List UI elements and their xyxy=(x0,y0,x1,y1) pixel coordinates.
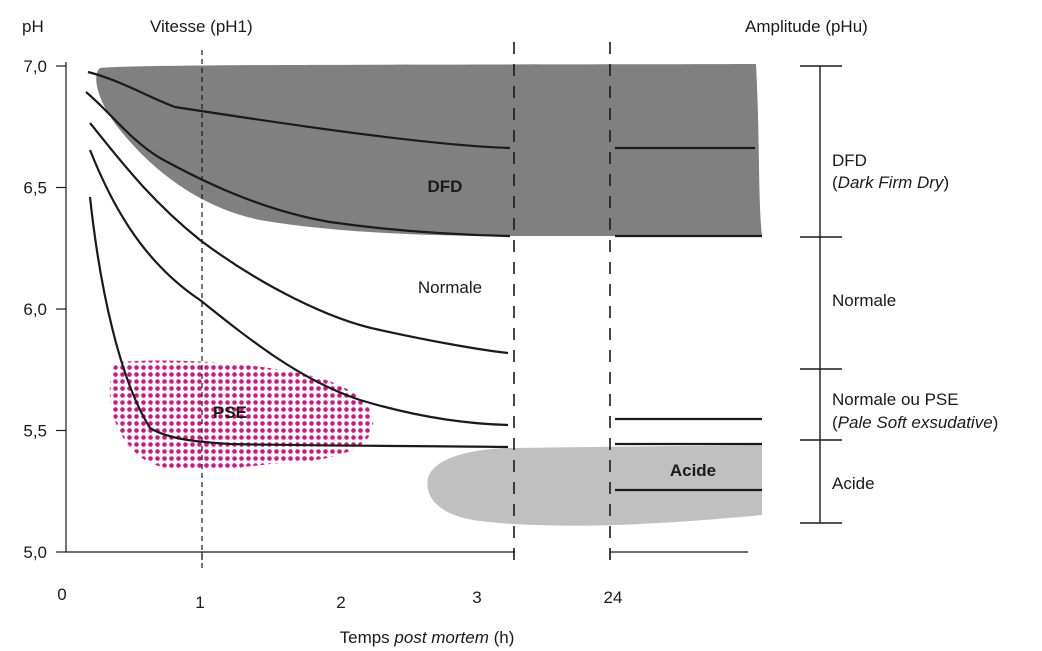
x-tick-label-0: 0 xyxy=(57,585,66,604)
curve-dfd-bottom xyxy=(85,91,511,238)
amp-sub-dfd: (Dark Firm Dry) xyxy=(832,173,949,192)
acide-region xyxy=(427,445,762,526)
curve-dfd-top xyxy=(87,70,511,150)
label-pse: PSE xyxy=(213,403,247,422)
title-speed: Vitesse (pH1) xyxy=(150,17,253,36)
y-tick-label: 7,0 xyxy=(23,57,47,76)
amp-label-dfd: DFD xyxy=(832,151,867,170)
dfd-region xyxy=(96,64,762,236)
curve-pse xyxy=(88,196,509,449)
pse-region xyxy=(109,360,374,471)
curve-normale-pse xyxy=(88,149,509,427)
x-tick-label-24: 24 xyxy=(604,588,623,607)
amp-label-normale: Normale xyxy=(832,291,896,310)
x-tick-label-3: 3 xyxy=(472,588,481,607)
y-tick-label: 5,0 xyxy=(23,543,47,562)
y-tick-label: 6,5 xyxy=(23,179,47,198)
amp-sub-pse: (Pale Soft exsudative) xyxy=(832,413,998,432)
curve-normale xyxy=(89,122,509,355)
y-tick-label: 6,0 xyxy=(23,300,47,319)
x-axis-label: Temps post mortem (h) xyxy=(340,628,515,647)
y-tick-label: 5,5 xyxy=(23,422,47,441)
x-tick-label-2: 2 xyxy=(336,593,345,612)
x-tick-label-1: 1 xyxy=(195,593,204,612)
label-normale: Normale xyxy=(418,278,482,297)
label-acide: Acide xyxy=(670,461,716,480)
amp-label-normale-pse: Normale ou PSE xyxy=(832,390,959,409)
label-dfd: DFD xyxy=(428,177,463,196)
title-amplitude: Amplitude (pHu) xyxy=(745,17,868,36)
amp-label-acide: Acide xyxy=(832,474,875,493)
y-axis-label: pH xyxy=(22,17,44,36)
